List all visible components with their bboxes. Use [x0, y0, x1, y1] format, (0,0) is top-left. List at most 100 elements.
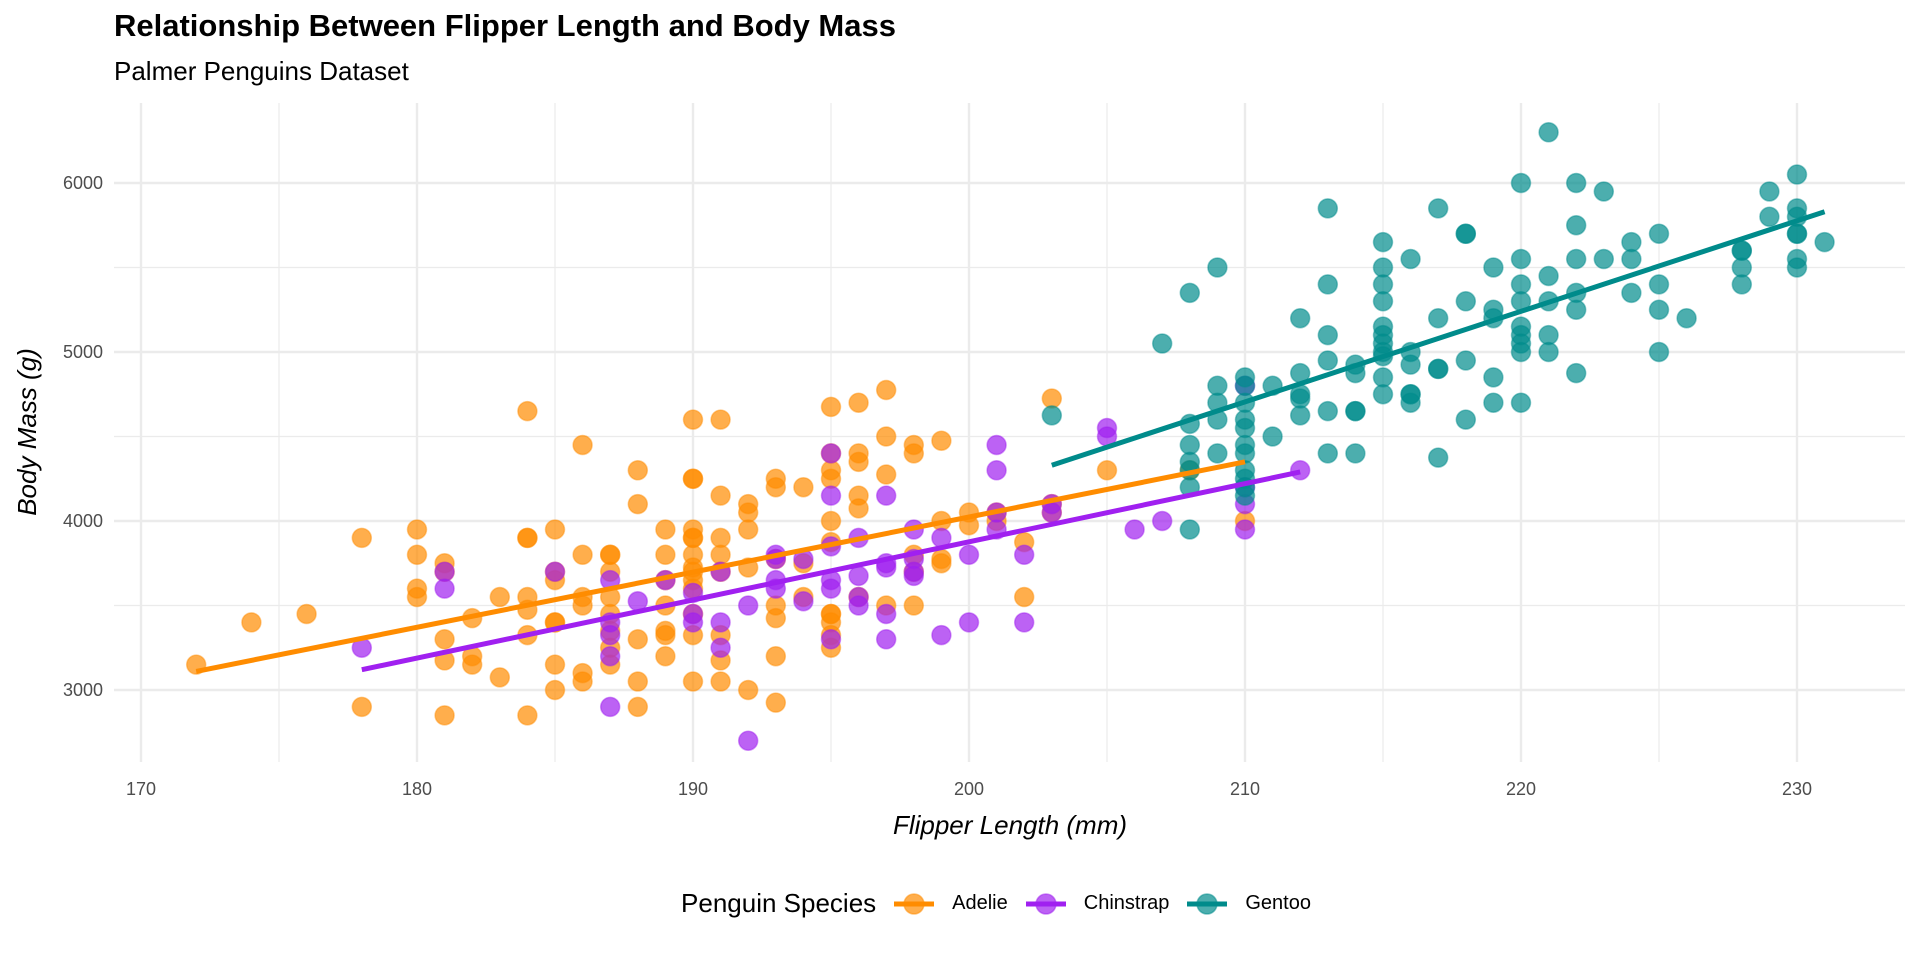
data-point-chinstrap [599, 696, 621, 718]
data-point-gentoo [1179, 519, 1201, 540]
data-point-adelie [820, 396, 842, 418]
series-adelie [185, 379, 1256, 726]
data-point-chinstrap [544, 561, 566, 582]
data-point-chinstrap [848, 595, 869, 616]
data-point-gentoo [1565, 215, 1587, 236]
data-point-gentoo [1510, 392, 1532, 413]
legend: Penguin Species Adelie Chinstrap Gentoo [0, 888, 1920, 919]
data-point-adelie [793, 476, 814, 498]
data-point-gentoo [1427, 198, 1449, 219]
data-point-adelie [627, 460, 649, 481]
data-point-gentoo [1786, 223, 1808, 244]
data-point-adelie [710, 409, 731, 430]
legend-key-chinstrap [1025, 892, 1066, 915]
data-point-gentoo [1289, 307, 1311, 329]
data-point-adelie [461, 654, 483, 675]
data-point-gentoo [1510, 248, 1532, 270]
data-point-chinstrap [820, 578, 842, 599]
data-point-chinstrap [1013, 612, 1035, 633]
chart-subtitle: Palmer Penguins Dataset [114, 56, 409, 86]
data-point-gentoo [1317, 443, 1339, 464]
x-tick-label: 190 [678, 779, 708, 799]
chart-title: Relationship Between Flipper Length and … [114, 8, 896, 43]
data-point-chinstrap [875, 629, 897, 650]
legend-item-adelie: Adelie [894, 889, 1008, 919]
data-point-chinstrap [793, 591, 814, 612]
x-axis-title: Flipper Length (mm) [893, 810, 1127, 840]
data-point-gentoo [1593, 181, 1615, 202]
data-point-gentoo [1427, 447, 1449, 468]
data-point-chinstrap [848, 565, 869, 587]
data-point-chinstrap [1289, 460, 1311, 481]
data-point-chinstrap [958, 544, 980, 566]
data-point-adelie [544, 654, 566, 675]
legend-label-adelie: Adelie [952, 892, 1008, 914]
data-point-chinstrap [820, 485, 842, 506]
data-point-adelie [572, 434, 593, 456]
data-point-gentoo [1621, 248, 1642, 270]
data-point-gentoo [1786, 257, 1808, 278]
data-point-adelie [903, 595, 925, 616]
data-point-chinstrap [1234, 519, 1256, 540]
legend-title: Penguin Species [681, 888, 877, 918]
data-point-gentoo [1814, 231, 1835, 253]
trend-line-adelie [195, 459, 1246, 674]
data-point-gentoo [1151, 333, 1173, 354]
data-point-adelie [655, 645, 676, 667]
data-point-gentoo [1372, 384, 1394, 405]
data-point-adelie [351, 696, 373, 718]
y-tick-label: 6000 [63, 173, 103, 193]
trend-line-chinstrap [361, 469, 1301, 673]
data-point-adelie [737, 519, 759, 540]
data-point-chinstrap [986, 460, 1007, 481]
axis-ticks: 170 180 190 200 210 220 230 3000 4000 5000 6000 [63, 173, 1812, 799]
data-point-gentoo [1676, 307, 1697, 329]
data-point-gentoo [1345, 400, 1366, 422]
data-point-gentoo [1207, 443, 1228, 464]
data-point-adelie [875, 464, 897, 485]
y-axis-title: Body Mass (g) [12, 348, 42, 516]
data-points [185, 122, 1835, 751]
data-point-adelie [434, 705, 455, 726]
x-tick-label: 200 [954, 779, 984, 799]
data-point-adelie [737, 679, 759, 701]
legend-item-gentoo: Gentoo [1187, 889, 1311, 919]
legend-item-chinstrap: Chinstrap [1025, 889, 1170, 919]
data-point-adelie [627, 629, 649, 650]
data-point-gentoo [1262, 426, 1283, 447]
y-tick-label: 4000 [63, 511, 103, 531]
data-point-gentoo [1207, 257, 1228, 278]
legend-label-chinstrap: Chinstrap [1083, 892, 1170, 914]
data-point-gentoo [1648, 299, 1670, 320]
data-point-adelie [517, 527, 538, 549]
data-point-adelie [351, 527, 373, 549]
data-point-adelie [434, 629, 455, 650]
data-point-chinstrap [875, 485, 897, 506]
data-point-chinstrap [820, 629, 842, 650]
x-tick-label: 210 [1230, 779, 1260, 799]
data-point-adelie [655, 544, 676, 566]
x-tick-label: 230 [1782, 779, 1812, 799]
data-point-chinstrap [986, 434, 1007, 456]
data-point-gentoo [1483, 257, 1504, 278]
data-point-adelie [572, 671, 593, 692]
data-point-adelie [931, 553, 952, 574]
data-point-chinstrap [931, 624, 952, 646]
data-point-gentoo [1317, 274, 1339, 295]
data-point-adelie [1013, 586, 1035, 608]
trend-line-gentoo [1051, 209, 1826, 468]
data-point-gentoo [1234, 375, 1256, 397]
data-point-adelie [875, 426, 897, 447]
data-point-gentoo [1372, 231, 1394, 253]
y-tick-label: 3000 [63, 680, 103, 700]
data-point-gentoo [1455, 291, 1477, 312]
data-point-adelie [875, 379, 897, 401]
data-point-adelie [517, 400, 538, 422]
data-point-gentoo [1565, 299, 1587, 320]
data-point-adelie [1096, 460, 1118, 481]
data-point-chinstrap [1151, 510, 1173, 532]
data-point-gentoo [1621, 282, 1642, 304]
data-point-gentoo [1372, 291, 1394, 312]
data-point-chinstrap [599, 645, 621, 667]
data-point-chinstrap [820, 443, 842, 464]
